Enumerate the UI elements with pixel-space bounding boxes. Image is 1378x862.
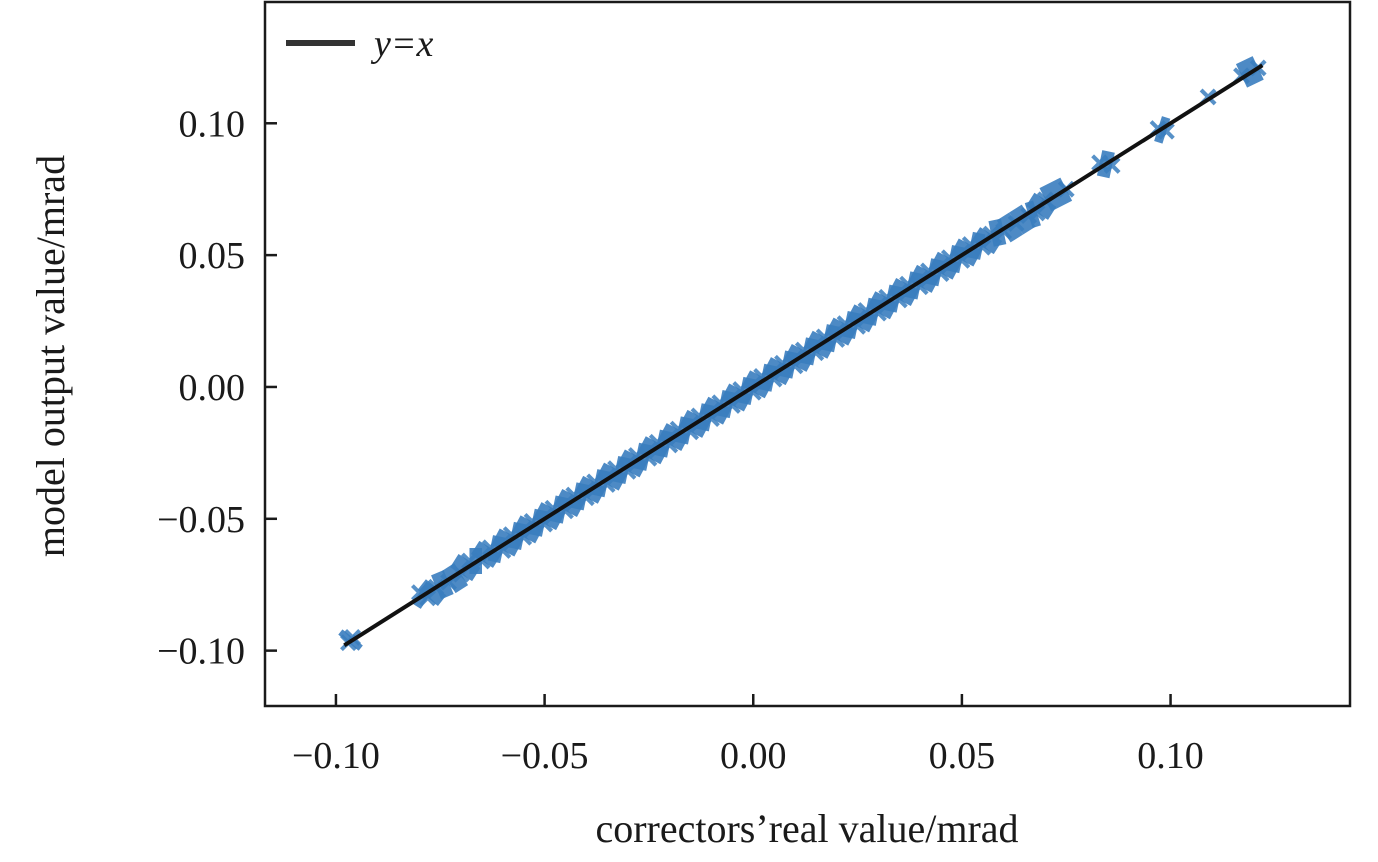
data-point-band bbox=[441, 563, 469, 594]
reference-line-y-equals-x bbox=[343, 63, 1264, 648]
y-tick-label: 0.10 bbox=[179, 103, 246, 145]
x-axis-label: correctors’real value/mrad bbox=[595, 806, 1018, 851]
x-tick-label: −0.10 bbox=[292, 735, 380, 777]
data-point-band bbox=[1024, 200, 1041, 228]
x-tick-label: 0.00 bbox=[720, 735, 787, 777]
plot-frame bbox=[263, 0, 1352, 708]
legend: y=x bbox=[286, 23, 434, 65]
x-axis: −0.10 −0.05 0.00 0.05 0.10 bbox=[292, 694, 1204, 777]
y-axis: −0.10 −0.05 0.00 0.05 0.10 bbox=[157, 103, 277, 673]
x-tick-label: 0.05 bbox=[929, 735, 996, 777]
data-point-band bbox=[996, 212, 1024, 243]
y-tick-label: 0.05 bbox=[179, 235, 246, 277]
x-tick-label: 0.10 bbox=[1137, 735, 1204, 777]
y-axis-label: model output value/mrad bbox=[28, 155, 73, 557]
y-tick-label: −0.10 bbox=[157, 631, 245, 673]
legend-label: y=x bbox=[370, 23, 434, 65]
y-tick-label: 0.00 bbox=[179, 367, 246, 409]
data-point-band bbox=[1009, 204, 1036, 235]
y-tick-label: −0.05 bbox=[157, 499, 245, 541]
x-tick-label: −0.05 bbox=[501, 735, 589, 777]
